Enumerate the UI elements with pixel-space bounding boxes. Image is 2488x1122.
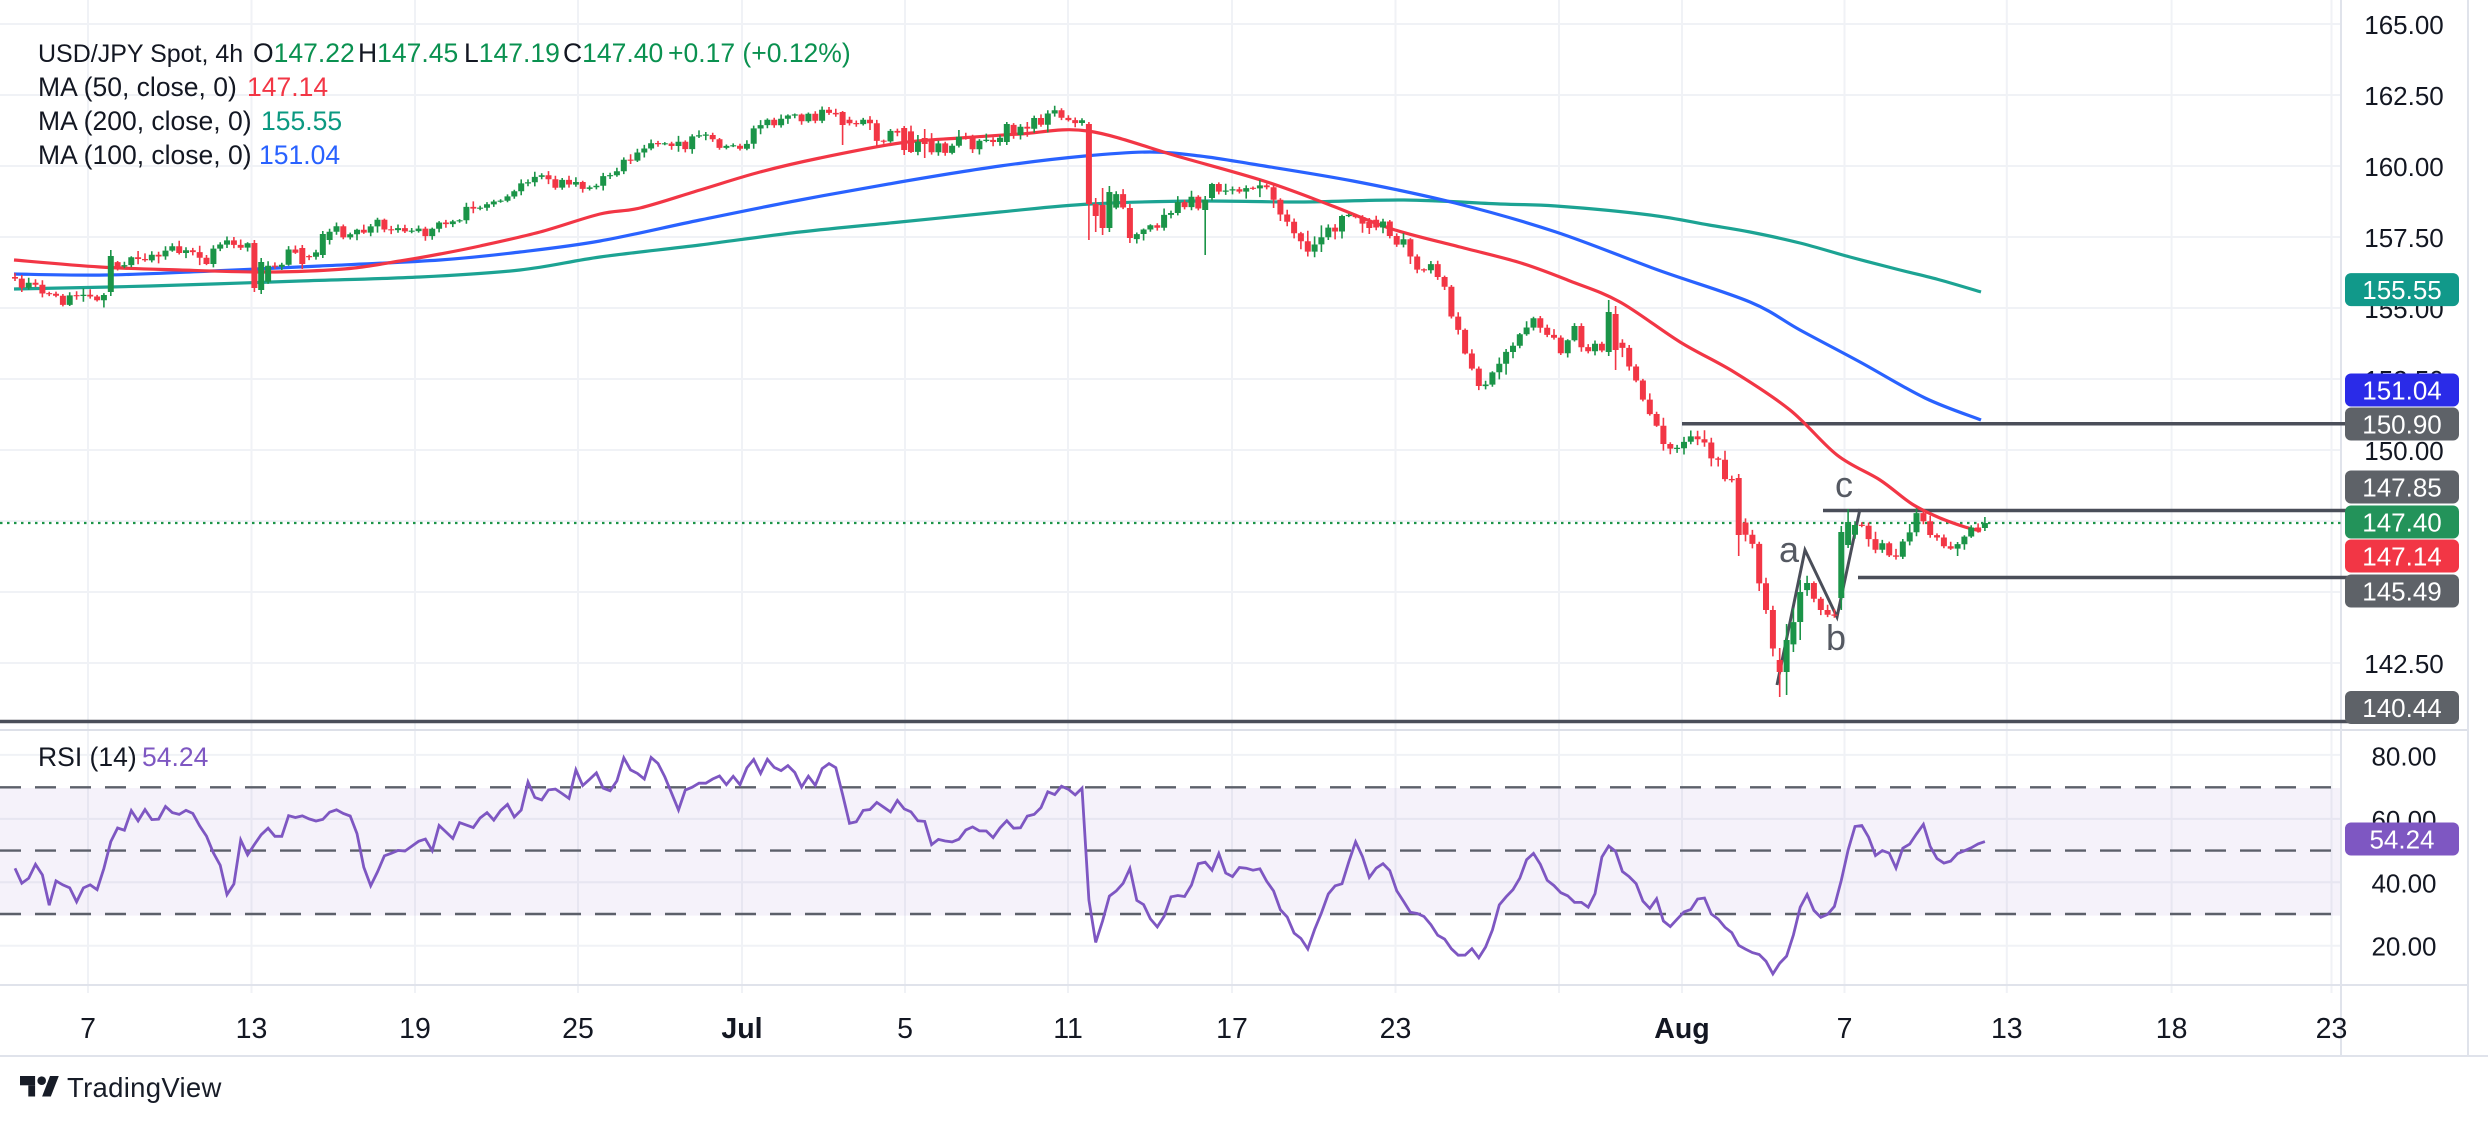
svg-text:151.04: 151.04 — [259, 140, 340, 170]
svg-text:157.50: 157.50 — [2364, 223, 2444, 253]
svg-text:40.00: 40.00 — [2371, 868, 2436, 898]
svg-text:C147.40: C147.40 — [563, 38, 663, 68]
svg-text:147.14: 147.14 — [2362, 542, 2442, 572]
svg-text:150.90: 150.90 — [2362, 410, 2442, 440]
svg-text:142.50: 142.50 — [2364, 649, 2444, 679]
svg-text:Jul: Jul — [721, 1013, 762, 1045]
svg-text:7: 7 — [1837, 1013, 1853, 1045]
svg-text:L147.19: L147.19 — [464, 38, 560, 68]
svg-text:+0.17 (+0.12%): +0.17 (+0.12%) — [668, 38, 851, 68]
svg-text:Aug: Aug — [1654, 1013, 1709, 1045]
svg-text:MA (50, close, 0): MA (50, close, 0) — [38, 72, 237, 102]
svg-text:155.55: 155.55 — [2362, 275, 2442, 305]
svg-text:147.85: 147.85 — [2362, 473, 2442, 503]
svg-text:11: 11 — [1053, 1013, 1083, 1045]
svg-text:165.00: 165.00 — [2364, 10, 2444, 40]
svg-text:TradingView: TradingView — [67, 1072, 222, 1103]
svg-text:13: 13 — [236, 1013, 268, 1045]
svg-text:23: 23 — [1380, 1013, 1412, 1045]
svg-text:19: 19 — [399, 1013, 431, 1045]
svg-text:a: a — [1779, 529, 1800, 570]
svg-text:MA (200, close, 0): MA (200, close, 0) — [38, 106, 252, 136]
svg-text:147.14: 147.14 — [247, 72, 328, 102]
svg-text:17: 17 — [1216, 1013, 1248, 1045]
svg-text:25: 25 — [562, 1013, 594, 1045]
svg-text:H147.45: H147.45 — [358, 38, 458, 68]
svg-text:5: 5 — [897, 1013, 913, 1045]
svg-text:140.44: 140.44 — [2362, 693, 2442, 723]
svg-text:80.00: 80.00 — [2371, 742, 2436, 772]
svg-text:13: 13 — [1991, 1013, 2023, 1045]
svg-text:151.04: 151.04 — [2362, 376, 2442, 406]
svg-text:20.00: 20.00 — [2371, 932, 2436, 962]
svg-text:c: c — [1835, 464, 1853, 505]
svg-text:160.00: 160.00 — [2364, 152, 2444, 182]
svg-text:RSI (14): RSI (14) — [38, 742, 137, 772]
svg-text:O147.22: O147.22 — [253, 38, 355, 68]
svg-text:54.24: 54.24 — [2369, 825, 2434, 855]
svg-text:147.40: 147.40 — [2362, 508, 2442, 538]
svg-text:23: 23 — [2316, 1013, 2348, 1045]
svg-text:18: 18 — [2156, 1013, 2188, 1045]
svg-text:155.55: 155.55 — [261, 106, 342, 136]
svg-text:145.49: 145.49 — [2362, 577, 2442, 607]
svg-text:54.24: 54.24 — [142, 742, 208, 772]
svg-text:USD/JPY Spot, 4h: USD/JPY Spot, 4h — [38, 40, 243, 68]
svg-text:b: b — [1826, 617, 1846, 658]
svg-text:7: 7 — [80, 1013, 96, 1045]
svg-text:162.50: 162.50 — [2364, 81, 2444, 111]
svg-text:150.00: 150.00 — [2364, 436, 2444, 466]
svg-text:MA (100, close, 0): MA (100, close, 0) — [38, 140, 252, 170]
